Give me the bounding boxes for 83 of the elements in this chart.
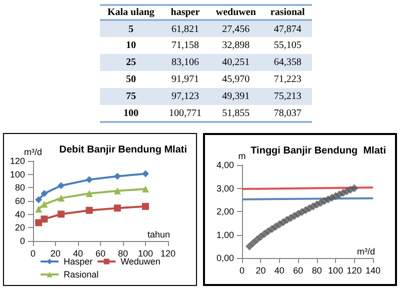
y-tick-label: 60 xyxy=(14,196,25,206)
point xyxy=(40,216,48,223)
category-label: 50 xyxy=(126,74,136,85)
point xyxy=(350,184,358,192)
point xyxy=(86,176,93,184)
point xyxy=(40,190,48,198)
y-tick-label: 2,00 xyxy=(216,206,234,216)
x-tick-label: 20 xyxy=(50,248,61,258)
y-tick-label: 0 xyxy=(20,236,25,246)
text: 27,456 xyxy=(222,24,250,34)
x-tick-label: 80 xyxy=(312,266,322,276)
point xyxy=(35,219,42,226)
x-tick-label: 60 xyxy=(95,248,106,258)
text: 61,821 xyxy=(172,24,199,34)
y-tick-label: 120 xyxy=(10,156,25,166)
y-tick-label: 3,00 xyxy=(216,183,234,194)
text: 64,358 xyxy=(274,57,302,68)
point xyxy=(58,210,65,218)
x-axis-title: m³/d xyxy=(357,246,375,256)
x-tick-label: 60 xyxy=(293,266,304,276)
y-axis-title: m³/d xyxy=(24,147,42,158)
legend-label: Hasper xyxy=(64,256,93,266)
text: Kala ulang xyxy=(106,6,156,20)
y-tick-label: 20 xyxy=(14,222,25,233)
legend-label: Rasional xyxy=(64,270,99,280)
x-tick-label: 40 xyxy=(72,248,84,258)
text: 49,391 xyxy=(222,91,250,102)
point xyxy=(142,170,149,178)
point xyxy=(40,200,48,208)
category-label: hasper xyxy=(170,6,201,20)
point xyxy=(58,182,65,190)
x-tick-label: 100 xyxy=(328,266,344,276)
text: 100,771 xyxy=(169,108,202,118)
point xyxy=(35,196,42,204)
x-tick-label: 0 xyxy=(30,248,36,258)
category-label: rasional xyxy=(269,6,306,20)
x-tick-label: 40 xyxy=(274,266,284,276)
y-tick-label: 0,00 xyxy=(216,253,234,263)
x-tick-label: 120 xyxy=(160,248,176,258)
category-label: 5 xyxy=(128,24,134,34)
text: 75,213 xyxy=(274,91,302,102)
point xyxy=(142,186,149,192)
text: 91,971 xyxy=(172,74,199,85)
y-tick-label: 100 xyxy=(10,169,25,180)
text: 71,158 xyxy=(172,40,199,51)
text: 40,251 xyxy=(222,57,250,68)
point xyxy=(58,194,65,202)
legend-label: Weduwen xyxy=(120,256,160,266)
category-label: 10 xyxy=(126,40,136,51)
x-axis-title: tahun xyxy=(147,230,170,240)
category-label: 100 xyxy=(123,108,138,118)
text: 51,855 xyxy=(222,108,250,118)
text: 78,037 xyxy=(274,108,302,118)
point xyxy=(35,206,42,213)
category-label: 75 xyxy=(126,91,136,102)
y-tick-label: 80 xyxy=(14,182,25,193)
x-tick-label: 80 xyxy=(118,248,128,258)
x-tick-label: 20 xyxy=(256,266,266,276)
text: 45,970 xyxy=(222,74,250,85)
text: 55,105 xyxy=(274,40,302,51)
category-label: 25 xyxy=(126,57,136,68)
x-tick-label: 0 xyxy=(239,266,245,276)
point xyxy=(86,206,93,214)
point xyxy=(114,172,121,180)
point xyxy=(114,204,121,212)
text: 97,123 xyxy=(172,91,199,102)
y-tick-label: 40 xyxy=(14,209,25,220)
y-tick-label: 4,00 xyxy=(216,160,234,170)
category-label: weduwen xyxy=(214,6,257,20)
text: 71,223 xyxy=(274,74,302,85)
y-axis-title: m xyxy=(238,151,246,162)
chart-title: Tinggi Banjir Bendung Mlati xyxy=(250,146,386,156)
text: 47,874 xyxy=(274,24,302,34)
chart-title: Debit Banjir Bendung Mlati xyxy=(59,144,188,156)
text: 32,898 xyxy=(222,40,250,51)
text: 83,106 xyxy=(172,57,199,68)
point xyxy=(142,202,149,210)
y-tick-label: 1,00 xyxy=(216,230,234,240)
point xyxy=(114,187,121,194)
point xyxy=(86,190,93,198)
x-tick-label: 100 xyxy=(138,248,154,258)
x-tick-label: 140 xyxy=(365,266,381,276)
x-tick-label: 120 xyxy=(346,266,362,276)
